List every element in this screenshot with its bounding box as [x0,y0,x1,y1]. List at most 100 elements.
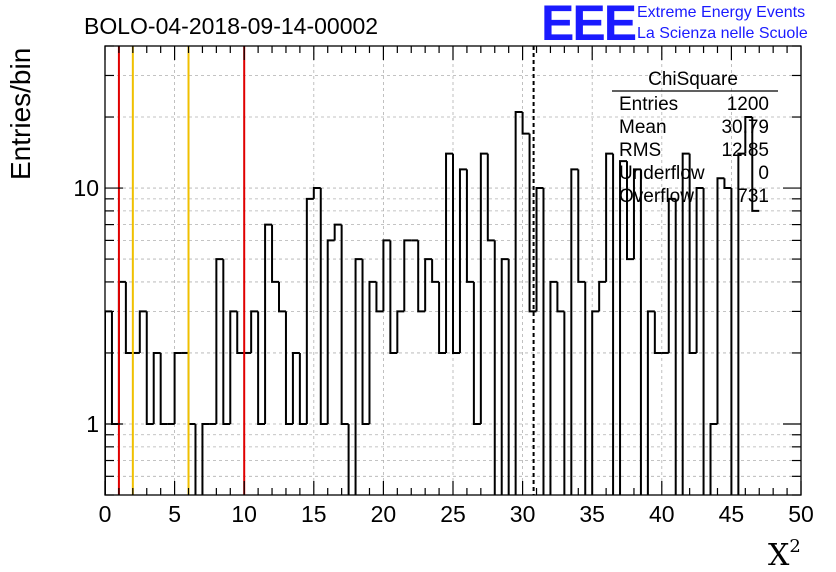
histogram-bin [278,281,286,313]
stats-row-value: 1200 [727,94,769,115]
histogram-bin [716,177,725,424]
histogram-bin [632,168,641,260]
histogram-bin [236,311,245,354]
stats-row-label: Mean [619,117,667,138]
histogram-bin [215,258,224,424]
x-axis-label: X2 [768,536,801,572]
histogram-bin [591,310,600,495]
stats-row-value: 12.85 [721,140,769,161]
histogram-bin [159,352,168,425]
stats-box: ChiSquare Entries 1200 Mean 30.79 RMS 12.85 Un… [612,69,778,207]
histogram-bin [479,152,488,424]
histogram-bin [271,224,279,283]
histogram-bin [535,187,544,312]
histogram-bin [173,351,182,424]
histogram-bin [319,188,328,425]
histogram-bin [375,281,384,313]
histogram-bin [723,178,732,190]
histogram-bin [445,152,453,353]
histogram-bin [124,281,133,354]
histogram-bin [514,111,523,495]
eee-logo-mark: EEE [541,0,636,51]
x-axis-label-base: X [768,538,790,572]
y-axis-label: Entries/bin [5,48,36,180]
histogram-bin [570,168,579,495]
histogram-bin [653,311,662,354]
histogram-bin [431,259,440,283]
x-tick-label: 15 [301,501,327,527]
histogram-bin [305,197,314,424]
x-axis-label-superscript: 2 [789,536,800,557]
eee-logo-line1: Extreme Energy Events [637,4,805,21]
histogram-bin [612,153,615,495]
histogram-bin [438,281,447,354]
vertical-marker-lines [117,46,535,495]
histogram-bin [646,310,655,495]
histogram-bin [452,153,460,354]
histogram-bin [458,168,467,353]
histogram-bin [284,311,293,425]
y-tick-label: 1 [86,411,99,437]
x-tick-label: 30 [510,501,536,527]
histogram-bin [702,188,705,495]
y-tick-label: 10 [73,175,99,201]
histogram-bin [389,240,398,354]
histogram-bin [542,188,545,495]
stats-row-value: 0 [758,163,769,184]
x-tick-label: 25 [440,501,466,527]
histogram-bin [194,423,197,495]
x-tick-label: 10 [231,501,257,527]
x-tick-label: 45 [719,501,745,527]
histogram-bin [222,259,231,425]
stats-row-label: RMS [619,140,661,161]
histogram-bin [667,197,676,353]
histogram-bin [674,198,677,495]
histogram-bin [382,239,391,312]
histogram-bin [737,152,746,495]
histogram-bin [598,280,607,312]
histogram-bin [619,160,627,495]
chart-title: BOLO-04-2018-09-14-00002 [84,13,378,39]
histogram-bin [229,310,238,424]
stats-box-title: ChiSquare [648,69,738,90]
histogram-bin [744,116,753,154]
histogram-bin [417,240,426,313]
histogram-bin [472,281,481,425]
histogram-bin [152,351,161,424]
y-tick-labels: 1 10 [73,175,99,437]
stats-row-value: 30.79 [721,117,769,138]
histogram-bin [507,259,510,495]
x-tick-label: 35 [579,501,605,527]
histogram-bin [493,240,496,495]
histogram-bin [730,188,733,495]
histogram-bin [528,133,537,313]
histogram-bin [187,352,196,425]
histogram-bin [347,423,350,495]
x-tick-label: 0 [99,501,112,527]
histogram-bin [403,239,412,312]
x-tick-labels: 0 5 10 15 20 25 30 35 40 45 50 [99,501,814,527]
eee-logo: EEE Extreme Energy Events La Scienza nel… [541,0,808,51]
histogram-bin [500,258,509,495]
histogram-bin [138,310,147,353]
histogram-bin [681,152,690,495]
histogram-bin [584,281,587,495]
histogram-bin [201,422,210,495]
histogram-bin [688,153,697,354]
histogram-bin [298,352,307,425]
histogram-bin [326,239,335,424]
histogram-bin [465,169,474,283]
histogram-bin [563,311,566,495]
histogram-bin [250,310,259,353]
stats-row-value: 731 [737,186,769,207]
histogram-bin [312,187,321,199]
histogram-bin [556,281,565,313]
stats-row-label: Underflow [619,163,705,184]
histogram-bin [361,259,370,425]
x-tick-label: 20 [371,501,397,527]
histogram-bin [257,311,266,425]
x-tick-label: 40 [649,501,675,527]
eee-logo-line2: La Scienza nelle Scuole [637,25,808,42]
histogram-bin [340,224,349,425]
